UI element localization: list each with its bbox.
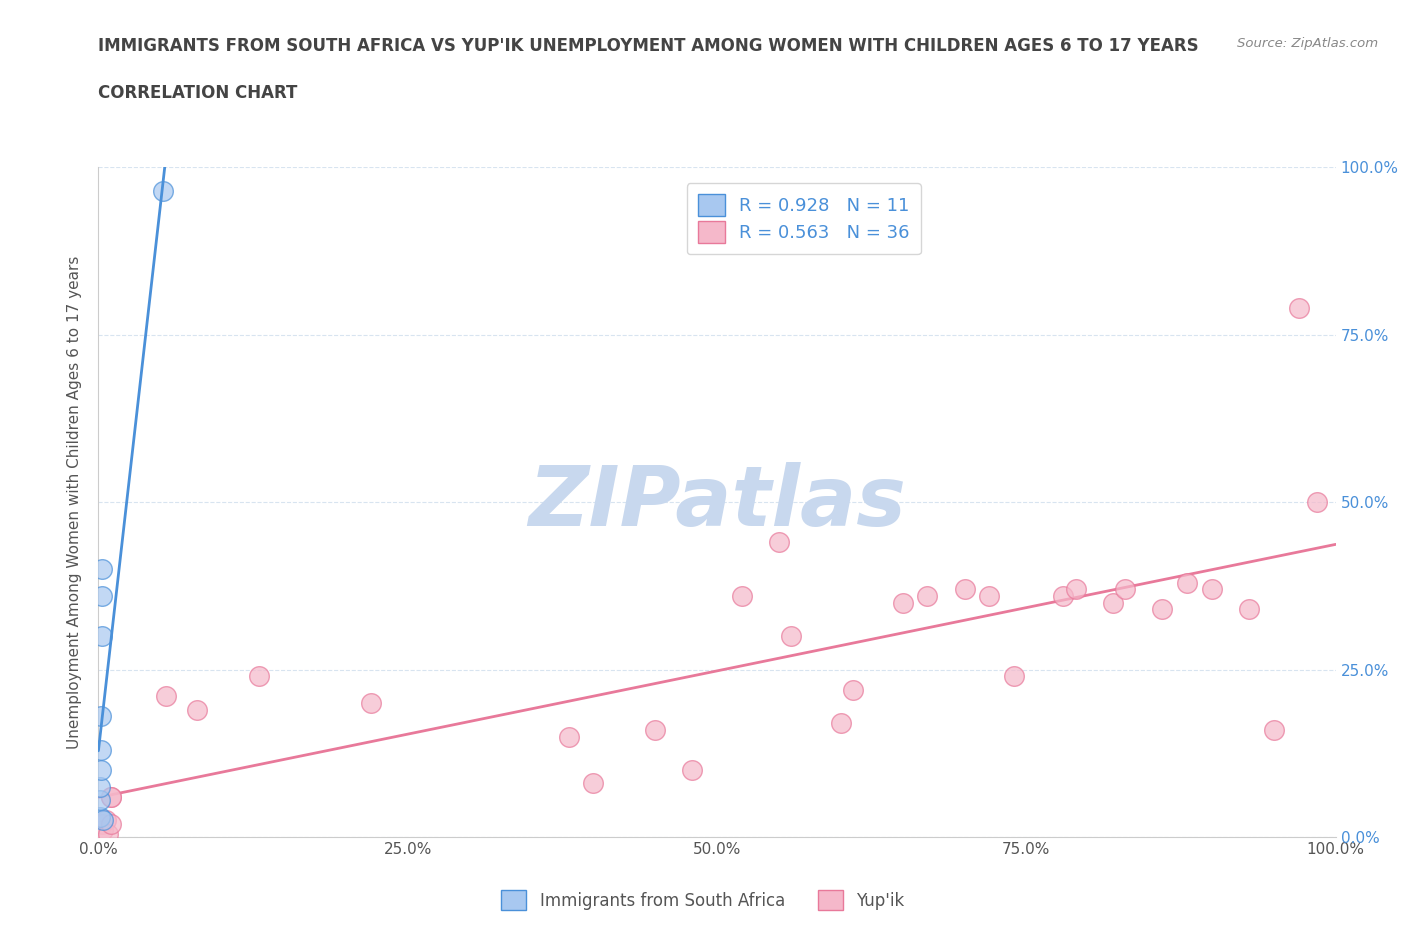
Text: IMMIGRANTS FROM SOUTH AFRICA VS YUP'IK UNEMPLOYMENT AMONG WOMEN WITH CHILDREN AG: IMMIGRANTS FROM SOUTH AFRICA VS YUP'IK U… [98, 37, 1199, 55]
Legend: R = 0.928   N = 11, R = 0.563   N = 36: R = 0.928 N = 11, R = 0.563 N = 36 [686, 183, 921, 254]
Point [91, 562, 114, 577]
Point [681, 763, 703, 777]
Point [1288, 300, 1310, 315]
Point [830, 716, 852, 731]
Point [360, 696, 382, 711]
Point [155, 689, 177, 704]
Point [1175, 575, 1198, 590]
Point [768, 535, 790, 550]
Point [1052, 589, 1074, 604]
Point [93, 823, 115, 838]
Point [91, 629, 114, 644]
Point [891, 595, 914, 610]
Point [152, 183, 174, 198]
Point [1306, 495, 1329, 510]
Point [89, 792, 111, 807]
Point [1114, 582, 1136, 597]
Text: Source: ZipAtlas.com: Source: ZipAtlas.com [1237, 37, 1378, 50]
Point [953, 582, 976, 597]
Point [89, 809, 111, 824]
Point [842, 683, 865, 698]
Point [90, 742, 112, 757]
Point [91, 817, 114, 831]
Point [979, 589, 1001, 604]
Point [1002, 669, 1025, 684]
Point [247, 669, 270, 684]
Legend: Immigrants from South Africa, Yup'ik: Immigrants from South Africa, Yup'ik [495, 884, 911, 917]
Point [93, 813, 115, 828]
Point [94, 813, 117, 828]
Point [89, 779, 111, 794]
Point [91, 589, 114, 604]
Point [90, 763, 112, 777]
Point [1201, 582, 1223, 597]
Point [90, 709, 112, 724]
Point [917, 589, 939, 604]
Point [1152, 602, 1174, 617]
Text: ZIPatlas: ZIPatlas [529, 461, 905, 543]
Point [731, 589, 754, 604]
Point [1102, 595, 1125, 610]
Point [1263, 723, 1285, 737]
Point [1064, 582, 1087, 597]
Point [582, 776, 605, 790]
Point [780, 629, 803, 644]
Y-axis label: Unemployment Among Women with Children Ages 6 to 17 years: Unemployment Among Women with Children A… [67, 256, 83, 749]
Text: CORRELATION CHART: CORRELATION CHART [98, 84, 298, 101]
Point [644, 723, 666, 737]
Point [100, 790, 122, 804]
Point [557, 729, 579, 744]
Point [100, 790, 122, 804]
Point [100, 817, 122, 831]
Point [186, 702, 208, 717]
Point [97, 826, 120, 841]
Point [1237, 602, 1260, 617]
